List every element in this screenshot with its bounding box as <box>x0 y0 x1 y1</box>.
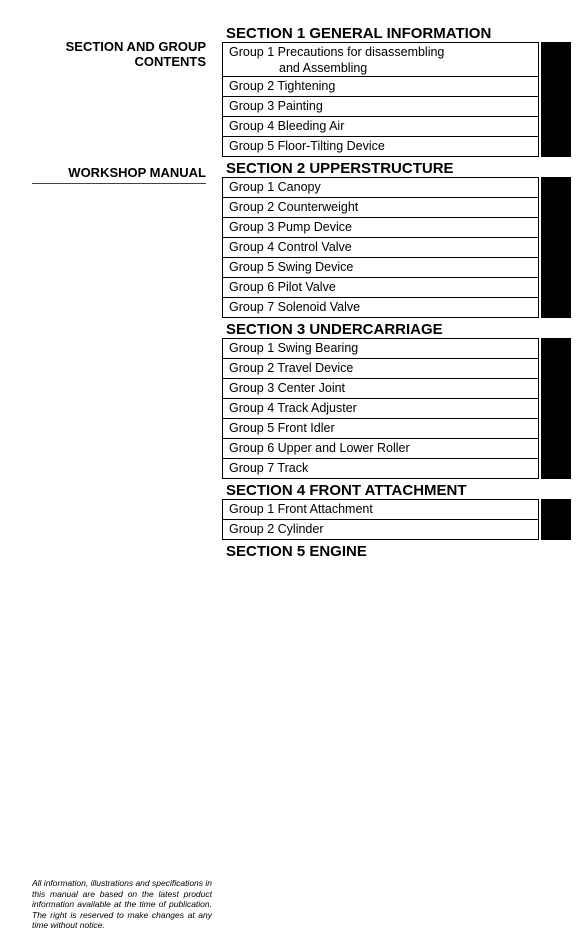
group-row: Group 2 Travel Device <box>222 359 571 379</box>
group-label: Group 3 Center Joint <box>222 378 539 399</box>
thumb-tab <box>541 257 571 278</box>
group-label-line: and Assembling <box>229 60 538 76</box>
group-row: Group 5 Floor-Tilting Device <box>222 137 571 157</box>
group-label: Group 1 Canopy <box>222 177 539 198</box>
group-label: Group 7 Solenoid Valve <box>222 297 539 318</box>
section-title: SECTION 2 UPPERSTRUCTURE <box>222 157 571 178</box>
group-row: Group 4 Track Adjuster <box>222 399 571 419</box>
group-row: Group 1 Precautions for disassemblingand… <box>222 43 571 77</box>
thumb-tab <box>541 116 571 137</box>
section-title: SECTION 4 FRONT ATTACHMENT <box>222 479 571 500</box>
thumb-tab <box>541 438 571 459</box>
group-row: Group 4 Bleeding Air <box>222 117 571 137</box>
group-row: Group 4 Control Valve <box>222 238 571 258</box>
group-label: Group 4 Bleeding Air <box>222 116 539 137</box>
heading-workshop-manual: WORKSHOP MANUAL <box>12 166 212 184</box>
divider <box>32 183 206 184</box>
section-title: SECTION 5 ENGINE <box>222 540 571 561</box>
group-row: Group 3 Painting <box>222 97 571 117</box>
group-row: Group 2 Tightening <box>222 77 571 97</box>
group-label-line: Group 1 Precautions for disassembling <box>229 44 538 60</box>
group-row: Group 5 Front Idler <box>222 419 571 439</box>
group-label: Group 2 Counterweight <box>222 197 539 218</box>
group-label: Group 5 Floor-Tilting Device <box>222 136 539 157</box>
thumb-tab <box>541 96 571 117</box>
group-row: Group 5 Swing Device <box>222 258 571 278</box>
section-title: SECTION 3 UNDERCARRIAGE <box>222 318 571 339</box>
thumb-tab <box>541 338 571 359</box>
group-row: Group 2 Cylinder <box>222 520 571 540</box>
group-row: Group 2 Counterweight <box>222 198 571 218</box>
group-row: Group 3 Center Joint <box>222 379 571 399</box>
thumb-tab <box>541 197 571 218</box>
group-label: Group 3 Painting <box>222 96 539 117</box>
group-label: Group 2 Tightening <box>222 76 539 97</box>
thumb-tab <box>541 358 571 379</box>
left-column: SECTION AND GROUP CONTENTS WORKSHOP MANU… <box>12 22 222 561</box>
group-label: Group 3 Pump Device <box>222 217 539 238</box>
group-row: Group 7 Track <box>222 459 571 479</box>
group-label: Group 6 Upper and Lower Roller <box>222 438 539 459</box>
disclaimer-text: All information, illustrations and speci… <box>32 878 212 931</box>
group-label: Group 4 Control Valve <box>222 237 539 258</box>
heading-line: WORKSHOP MANUAL <box>12 166 206 181</box>
thumb-tab <box>541 499 571 520</box>
group-label: Group 2 Travel Device <box>222 358 539 379</box>
thumb-tab <box>541 76 571 97</box>
group-row: Group 6 Upper and Lower Roller <box>222 439 571 459</box>
group-label: Group 1 Front Attachment <box>222 499 539 520</box>
thumb-tab <box>541 277 571 298</box>
thumb-tab <box>541 177 571 198</box>
group-label: Group 1 Precautions for disassemblingand… <box>222 42 539 77</box>
thumb-tab <box>541 297 571 318</box>
group-label: Group 6 Pilot Valve <box>222 277 539 298</box>
section-title: SECTION 1 GENERAL INFORMATION <box>222 22 571 43</box>
right-column: SECTION 1 GENERAL INFORMATIONGroup 1 Pre… <box>222 22 571 561</box>
heading-section-contents: SECTION AND GROUP CONTENTS <box>12 40 212 70</box>
group-label: Group 1 Swing Bearing <box>222 338 539 359</box>
group-row: Group 7 Solenoid Valve <box>222 298 571 318</box>
group-row: Group 3 Pump Device <box>222 218 571 238</box>
group-row: Group 1 Swing Bearing <box>222 339 571 359</box>
thumb-tab <box>541 458 571 479</box>
thumb-tab <box>541 398 571 419</box>
thumb-tab <box>541 237 571 258</box>
thumb-tab <box>541 136 571 157</box>
group-label: Group 4 Track Adjuster <box>222 398 539 419</box>
group-label: Group 5 Swing Device <box>222 257 539 278</box>
page: SECTION AND GROUP CONTENTS WORKSHOP MANU… <box>0 0 583 561</box>
thumb-tab <box>541 42 571 77</box>
group-row: Group 6 Pilot Valve <box>222 278 571 298</box>
group-label: Group 2 Cylinder <box>222 519 539 540</box>
group-row: Group 1 Canopy <box>222 178 571 198</box>
thumb-tab <box>541 378 571 399</box>
heading-line: SECTION AND GROUP <box>12 40 206 55</box>
thumb-tab <box>541 418 571 439</box>
group-label: Group 7 Track <box>222 458 539 479</box>
thumb-tab <box>541 519 571 540</box>
heading-line: CONTENTS <box>12 55 206 70</box>
group-row: Group 1 Front Attachment <box>222 500 571 520</box>
group-label: Group 5 Front Idler <box>222 418 539 439</box>
thumb-tab <box>541 217 571 238</box>
